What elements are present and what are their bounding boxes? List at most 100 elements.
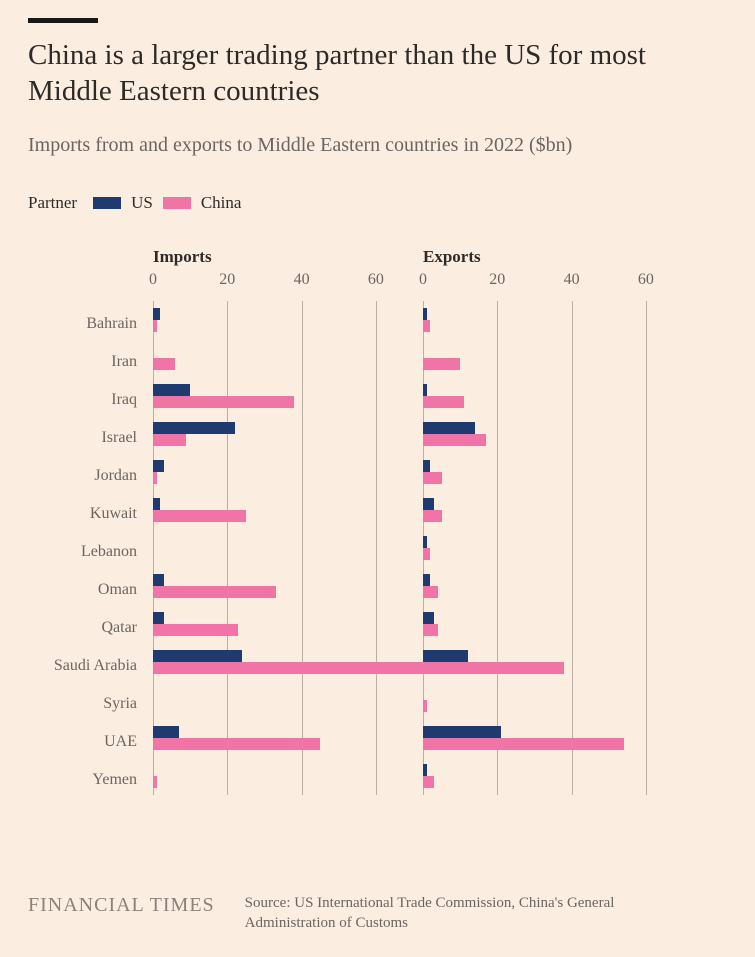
bar-us [153,460,164,472]
bar-row [423,681,683,719]
y-label: Yemen [28,761,137,799]
bar-china [423,358,460,370]
x-tick: 20 [489,271,505,289]
bar-row [423,605,683,643]
chart-subtitle: Imports from and exports to Middle Easte… [28,132,727,159]
legend-text-china: China [201,193,242,213]
y-label: UAE [28,723,137,761]
y-label: Kuwait [28,495,137,533]
plot-exports: 0204060 [423,271,683,803]
y-label: Syria [28,685,137,723]
bar-row [423,377,683,415]
chart-title: China is a larger trading partner than t… [28,37,727,110]
bar-china [423,472,442,484]
bar-china [153,776,157,788]
x-tick: 60 [638,271,654,289]
legend-label: Partner [28,193,77,213]
bar-us [423,460,430,472]
x-tick: 40 [564,271,580,289]
bar-us [153,574,164,586]
bar-us [423,536,427,548]
bar-us [423,650,468,662]
bar-china [423,776,434,788]
bar-row [153,529,413,567]
bar-china [423,548,430,560]
bar-china [423,434,486,446]
panel-imports: Imports 0204060 [153,247,413,803]
bar-row [153,681,413,719]
chart-card: China is a larger trading partner than t… [0,0,755,957]
bar-china [153,662,443,674]
panel-title-exports: Exports [423,247,683,267]
plot-imports: 0204060 [153,271,413,803]
bar-us [153,422,235,434]
bar-us [423,612,434,624]
bar-row [423,757,683,795]
bar-china [153,434,186,446]
bar-us [153,308,160,320]
y-axis-labels: BahrainIranIraqIsraelJordanKuwaitLebanon… [28,247,143,803]
x-tick: 0 [149,271,157,289]
y-label: Qatar [28,609,137,647]
y-label: Israel [28,419,137,457]
bar-china [423,586,438,598]
bar-us [153,612,164,624]
bar-row [423,491,683,529]
y-label: Iran [28,343,137,381]
bar-china [423,396,464,408]
bar-china [153,396,294,408]
bar-china [153,472,157,484]
bar-row [153,605,413,643]
bar-us [423,384,427,396]
charts-row: BahrainIranIraqIsraelJordanKuwaitLebanon… [28,247,727,803]
x-tick: 0 [419,271,427,289]
bar-us [423,726,501,738]
bar-us [153,384,190,396]
bar-china [423,624,438,636]
bar-row [153,339,413,377]
y-label: Lebanon [28,533,137,571]
bar-row [153,719,413,757]
bar-us [423,574,430,586]
bar-row [153,301,413,339]
bar-china [153,738,320,750]
bar-row [153,453,413,491]
bar-row [423,719,683,757]
bar-us [153,498,160,510]
bar-row [423,415,683,453]
bar-us [153,650,242,662]
x-tick: 40 [294,271,310,289]
legend: Partner US China [28,193,727,213]
bar-row [423,301,683,339]
bar-row [423,529,683,567]
top-rule [28,18,98,23]
panel-title-imports: Imports [153,247,413,267]
panel-exports: Exports 0204060 [423,247,683,803]
y-label: Saudi Arabia [28,647,137,685]
bar-china [153,358,175,370]
legend-text-us: US [131,193,153,213]
bar-us [153,726,179,738]
bar-row [153,643,413,681]
bar-row [423,643,683,681]
legend-swatch-china [163,197,191,209]
bar-china [423,662,564,674]
bar-china [423,510,442,522]
y-label: Oman [28,571,137,609]
x-tick: 60 [368,271,384,289]
footer: FINANCIAL TIMES Source: US International… [28,894,727,933]
bar-row [153,415,413,453]
bar-row [423,567,683,605]
x-tick: 20 [219,271,235,289]
bar-china [423,700,427,712]
bar-row [423,339,683,377]
bar-china [153,320,157,332]
brand: FINANCIAL TIMES [28,894,215,917]
bar-row [153,757,413,795]
bar-china [423,320,430,332]
bar-china [153,586,276,598]
legend-swatch-us [93,197,121,209]
source: Source: US International Trade Commissio… [245,894,665,933]
bar-us [423,764,427,776]
bar-us [423,308,427,320]
